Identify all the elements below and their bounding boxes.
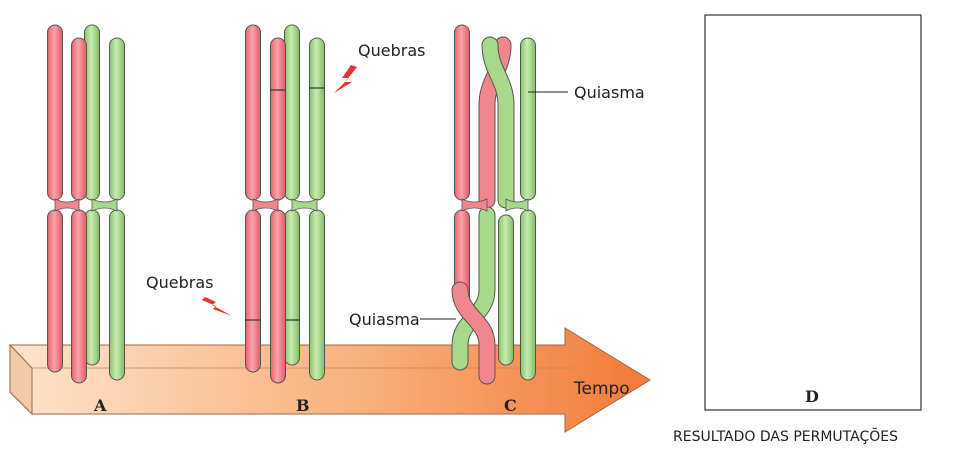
lightning-icon xyxy=(202,297,232,316)
chromatid-arm xyxy=(245,209,261,373)
breaks-label-bottom: Quebras xyxy=(146,273,213,292)
chromatid-arm xyxy=(270,37,286,201)
centromere xyxy=(54,198,80,212)
chromatid-arm xyxy=(498,214,514,366)
breaks-label-top-group: Quebras xyxy=(334,41,425,93)
stage-letter-d: D xyxy=(805,387,819,406)
chromatid-arm xyxy=(284,24,300,201)
chiasma-label-top-group: Quiasma xyxy=(528,83,645,102)
centromere xyxy=(91,198,118,212)
stage-letter-b: B xyxy=(296,396,310,415)
breaks-label-top: Quebras xyxy=(358,41,425,60)
centromere xyxy=(252,198,279,212)
centromere xyxy=(291,198,318,212)
chromatid-arm xyxy=(284,209,300,366)
chromatid-arm xyxy=(454,24,470,201)
time-label: Tempo xyxy=(573,379,630,399)
centromere xyxy=(505,198,529,212)
lightning-icon xyxy=(334,65,357,93)
chromatid-arm xyxy=(47,24,63,201)
chromatid-arm xyxy=(520,209,536,381)
chromatid-arm xyxy=(71,209,87,384)
stage-c-chromosomes xyxy=(451,24,536,385)
lower-crossover-red xyxy=(452,282,495,384)
chromatid-arm xyxy=(109,37,125,201)
stage-letter-a: A xyxy=(93,396,107,415)
chiasma-label-top: Quiasma xyxy=(574,83,645,102)
chromatid-arm xyxy=(309,37,325,201)
chromatid-arm xyxy=(47,209,63,373)
chromatid-arm xyxy=(245,24,261,201)
chromatid-arm xyxy=(71,37,87,201)
chiasma-label-bottom-group: Quiasma xyxy=(349,310,456,329)
stage-b-chromosomes xyxy=(245,24,325,384)
chromatid-arm xyxy=(109,209,125,381)
time-arrow: Tempo xyxy=(9,327,651,433)
chiasma-label-bottom: Quiasma xyxy=(349,310,420,329)
stage-letter-c: C xyxy=(504,396,517,415)
crossover-chromatid-green xyxy=(482,37,514,208)
chromatid-arm xyxy=(270,209,286,384)
centromere xyxy=(461,198,488,212)
chromatid-arm xyxy=(520,37,536,201)
result-caption: RESULTADO DAS PERMUTAÇÕES xyxy=(673,428,898,445)
result-panel: D xyxy=(704,14,922,411)
stage-a-chromosomes xyxy=(47,24,125,384)
breaks-label-bottom-group: Quebras xyxy=(146,273,232,316)
chromatid-arm xyxy=(309,209,325,381)
